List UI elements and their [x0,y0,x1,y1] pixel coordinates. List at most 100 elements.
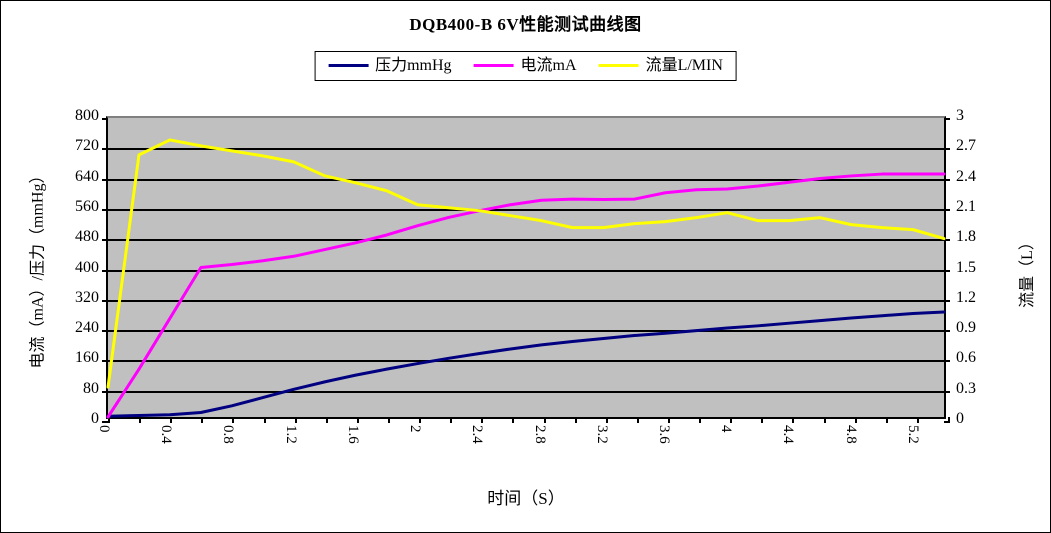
y-tick-right [944,148,950,151]
series-line-flow [108,140,944,387]
x-axis-title: 时间（S） [487,489,565,508]
y-axis-label-right: 1.8 [956,228,976,246]
x-axis-label: 2 [407,425,424,433]
gridline [108,239,944,242]
y-axis-label-left: 160 [75,349,99,367]
y-tick-right [944,239,950,242]
y-axis-label-left: 640 [75,167,99,185]
series-lines [108,118,944,417]
legend-swatch-pressure [328,64,369,67]
x-tick [450,417,453,423]
y-axis-label-left: 720 [75,137,99,155]
y-axis-label-right: 0.9 [956,319,976,337]
y-axis-label-left: 0 [91,410,99,427]
chart-legend: 压力mmHg 电流mA 流量L/MIN [314,51,737,81]
x-tick [636,417,639,423]
x-axis-label: 2.8 [531,425,548,444]
x-tick [201,417,204,423]
x-tick [419,417,422,423]
x-axis-label: 4.8 [842,425,859,444]
y-axis-label-left: 240 [75,319,99,337]
legend-swatch-current [473,64,514,67]
x-tick [823,417,826,423]
y-axis-label-right: 0.6 [956,349,976,367]
gridline [108,299,944,302]
x-tick [948,417,950,423]
x-axis-label: 0.8 [220,425,237,444]
x-tick [170,417,173,423]
x-axis-label: 2.4 [469,425,486,444]
x-tick [792,417,795,423]
y-axis-label-left: 560 [75,197,99,215]
x-tick [512,417,515,423]
y-axis-label-right: 3 [956,107,964,124]
y-tick-right [944,178,950,181]
y-axis-label-right: 2.1 [956,197,976,215]
y-tick-right [944,269,950,272]
x-tick [761,417,764,423]
y-axis-label-right: 0 [956,410,964,427]
y-tick-left [102,148,108,151]
y-tick-left [102,421,108,423]
gridline [108,390,944,393]
y-axis-label-right: 2.7 [956,137,976,155]
x-tick [232,417,235,423]
x-tick [885,417,888,423]
x-tick [263,417,266,423]
gridline [108,269,944,272]
legend-entry-flow[interactable]: 流量L/MIN [598,56,723,74]
y-tick-left [102,178,108,181]
legend-label-pressure: 压力mmHg [375,56,452,74]
gridline [108,178,944,181]
x-tick [730,417,733,423]
y-tick-left [102,118,108,120]
y-tick-right [944,360,950,363]
series-line-current [108,174,944,417]
y-tick-right [944,299,950,302]
x-axis-label: 5.2 [904,425,921,444]
x-tick [916,417,919,423]
y-tick-left [102,360,108,363]
y-axis-label-left: 400 [75,258,99,276]
gridline [108,148,944,151]
legend-entry-pressure[interactable]: 压力mmHg [328,56,452,74]
x-tick [325,417,328,423]
legend-entry-current[interactable]: 电流mA [473,56,577,74]
y-tick-right [944,208,950,211]
gridline [108,330,944,333]
x-axis-label: 0 [96,425,112,433]
y-tick-left [102,330,108,333]
x-axis-label: 0.4 [158,425,175,444]
y-tick-left [102,208,108,211]
x-tick [854,417,857,423]
y-axis-label-right: 2.4 [956,167,976,185]
y-tick-left [102,239,108,242]
y-axis-label-right: 1.2 [956,288,976,306]
y-axis-label-left: 320 [75,288,99,306]
x-tick [574,417,577,423]
y-axis-title-right-text: 流量（L） [1019,234,1036,308]
x-tick [108,417,110,423]
x-tick [294,417,297,423]
x-axis-label: 3.6 [656,425,672,444]
legend-swatch-flow [598,64,639,67]
y-tick-left [102,269,108,272]
y-tick-left [102,299,108,302]
x-tick [699,417,702,423]
x-axis-label: 4.4 [780,425,797,444]
y-tick-right [944,330,950,333]
y-axis-label-left: 480 [75,228,99,246]
x-axis-label: 4 [718,425,735,433]
y-axis-label-left: 80 [83,379,99,397]
legend-label-flow: 流量L/MIN [645,56,723,74]
x-axis-label: 1.6 [344,425,361,444]
y-tick-right [944,421,950,423]
gridline [108,208,944,211]
y-tick-right [944,390,950,393]
chart-title: DQB400-B 6V性能测试曲线图 [409,15,642,34]
plot-inner [102,118,950,423]
y-axis-label-right: 1.5 [956,258,976,276]
x-axis-label: 3.2 [593,425,610,444]
legend-label-current: 电流mA [520,56,577,74]
x-tick [543,417,546,423]
